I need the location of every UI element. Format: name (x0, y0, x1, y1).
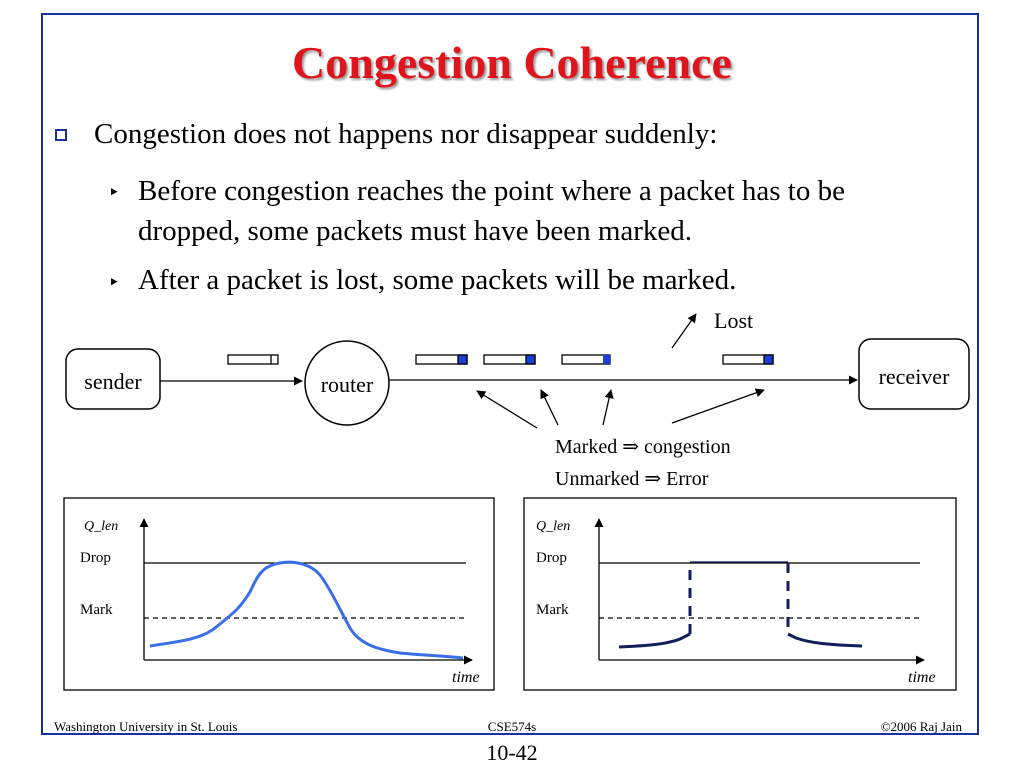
chart-right-queue-tail (787, 632, 863, 648)
chart-right-xlabel: time (908, 669, 936, 686)
chart-right-drop-label: Drop (536, 550, 567, 566)
sender-box (65, 348, 161, 410)
chart-right-mark-label: Mark (536, 602, 569, 618)
sub-bullet-1-line2: dropped, some packets must have been mar… (138, 215, 693, 247)
marked-note: Marked ⇒ congestion (555, 436, 731, 458)
lost-label: Lost (714, 308, 753, 333)
chart-right-ylabel: Q_len (536, 519, 570, 534)
pointer-arrow (671, 388, 765, 424)
footer-right: ©2006 Raj Jain (880, 719, 962, 734)
chart-left-queue-curve (149, 560, 464, 660)
footer-center: CSE574s (487, 719, 537, 734)
sub-bullet-2: After a packet is lost, some packets wil… (138, 264, 737, 296)
slide-title: Congestion Coherence (292, 37, 732, 88)
square-bullet-icon (55, 129, 67, 141)
chart-right-queue-curve (618, 632, 691, 649)
packet-unmarked (227, 354, 279, 365)
packet-marked (722, 354, 774, 365)
chart-left-frame (63, 497, 495, 691)
bullet-main: Congestion does not happens nor disappea… (94, 118, 718, 150)
receiver-label: receiver (879, 364, 950, 389)
arrow-bullet-icon: ‣ (108, 272, 120, 294)
router-label: router (321, 372, 374, 397)
chart-left-xlabel: time (452, 669, 480, 686)
lost-arrow (671, 313, 697, 349)
chart-left-mark-label: Mark (80, 602, 113, 618)
pointer-arrow (476, 390, 538, 429)
receiver-box (858, 338, 970, 410)
slide-frame (41, 13, 979, 735)
chart-right-frame (523, 497, 957, 691)
footer-left: Washington University in St. Louis (54, 719, 238, 734)
unmarked-note: Unmarked ⇒ Error (555, 468, 709, 490)
sender-label: sender (84, 369, 142, 394)
page-number: 10-42 (486, 740, 538, 765)
chart-left-ylabel: Q_len (84, 519, 118, 534)
chart-left-drop-label: Drop (80, 550, 111, 566)
arrow-bullet-icon: ‣ (108, 182, 120, 204)
packet-marked (483, 354, 536, 365)
sub-bullet-1: Before congestion reaches the point wher… (138, 171, 845, 251)
pointer-arrow (602, 389, 614, 426)
pointer-arrow (540, 389, 559, 426)
sub-bullet-1-line1: Before congestion reaches the point wher… (138, 175, 845, 207)
router-node (304, 340, 390, 426)
packet-marked (415, 354, 468, 365)
queue-chart-left: Q_len Drop Mark time (63, 497, 495, 691)
packet-marked (561, 354, 611, 365)
queue-chart-right: Q_len Drop Mark time (523, 497, 957, 691)
